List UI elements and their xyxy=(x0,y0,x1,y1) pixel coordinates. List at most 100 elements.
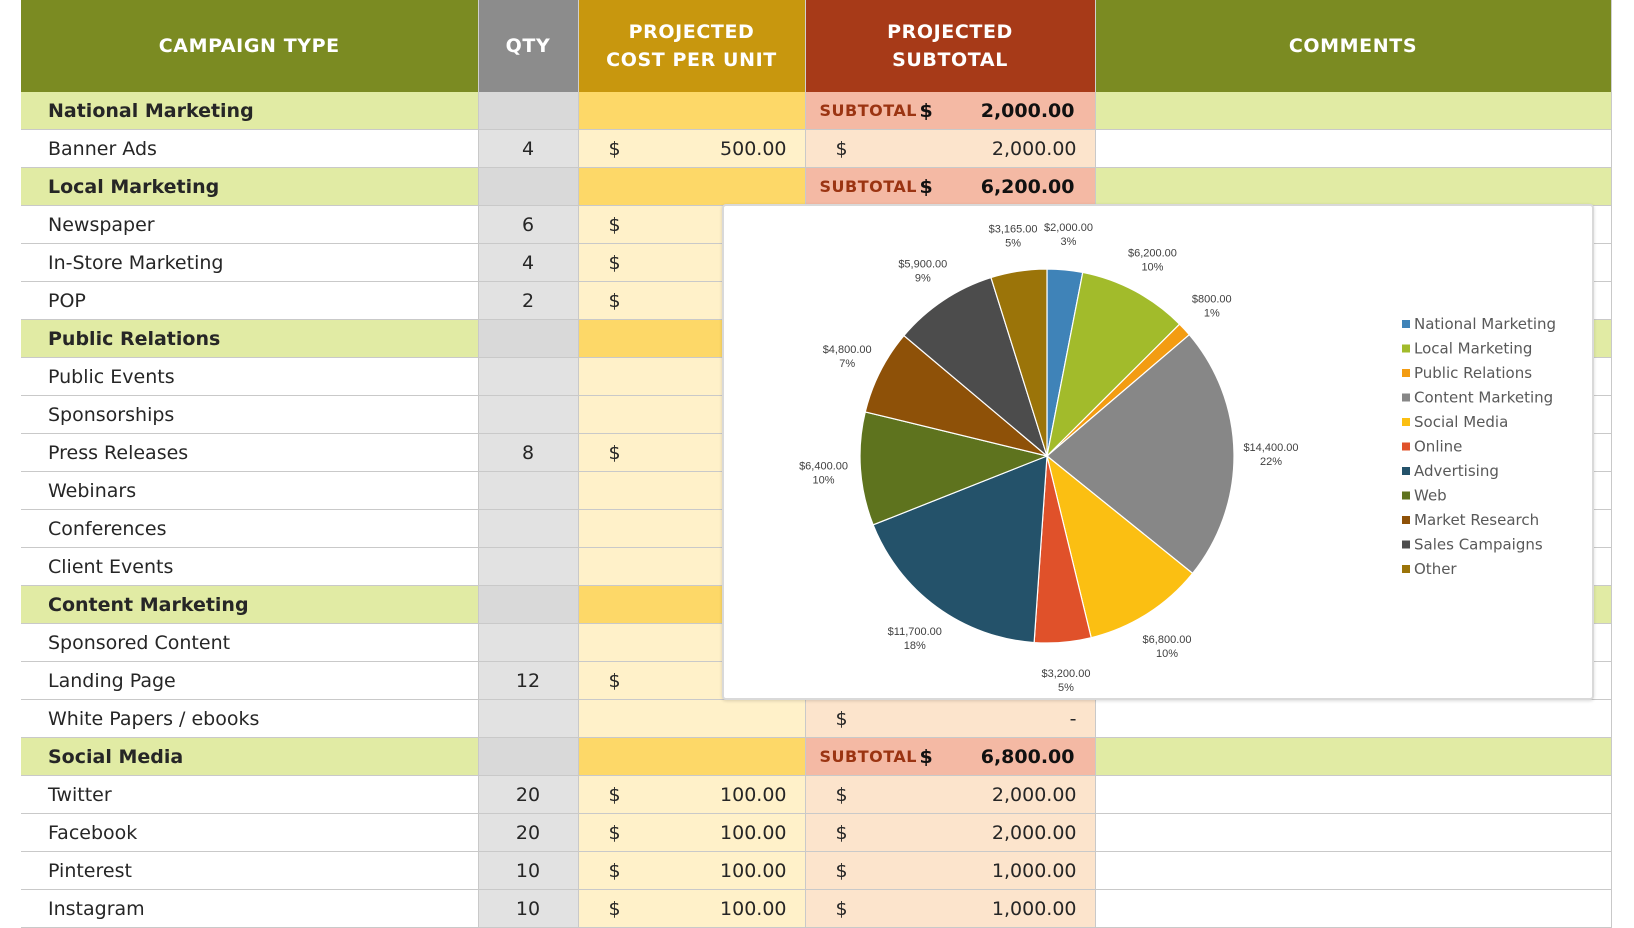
header-row: CAMPAIGN TYPE QTY PROJECTED COST PER UNIT… xyxy=(21,0,1612,92)
campaign-type-cell[interactable]: Client Events xyxy=(21,547,479,586)
comments-cell[interactable] xyxy=(1095,92,1612,130)
comments-cell[interactable] xyxy=(1095,775,1612,814)
qty-cell[interactable] xyxy=(478,357,579,396)
pie-slice[interactable] xyxy=(872,455,1048,644)
legend-entry[interactable]: Other xyxy=(1414,560,1457,578)
legend-entry[interactable]: Content Marketing xyxy=(1414,389,1553,407)
campaign-type-cell[interactable]: POP xyxy=(21,281,479,320)
qty-cell[interactable]: 10 xyxy=(478,851,579,890)
legend-entry[interactable]: National Marketing xyxy=(1414,315,1556,333)
qty-header[interactable]: QTY xyxy=(478,0,579,92)
comments-cell[interactable] xyxy=(1095,889,1612,928)
qty-cell[interactable]: 4 xyxy=(478,129,579,168)
projected-subtotal-header[interactable]: PROJECTED SUBTOTAL xyxy=(805,0,1096,92)
legend-entry[interactable]: Local Marketing xyxy=(1414,340,1532,358)
qty-cell[interactable] xyxy=(478,699,579,738)
campaign-type-cell[interactable]: Newspaper xyxy=(21,205,479,244)
campaign-type-cell[interactable]: Public Events xyxy=(21,357,479,396)
legend-entry[interactable]: Online xyxy=(1414,438,1462,456)
campaign-type-cell[interactable]: White Papers / ebooks xyxy=(21,699,479,738)
qty-cell[interactable] xyxy=(478,585,579,624)
legend-entry[interactable]: Advertising xyxy=(1414,462,1499,480)
legend-entry[interactable]: Web xyxy=(1414,487,1447,505)
campaign-type-cell[interactable]: Instagram xyxy=(21,889,479,928)
campaign-type-cell[interactable]: Social Media xyxy=(21,737,479,776)
campaign-type-cell[interactable]: Landing Page xyxy=(21,661,479,700)
cost-per-unit-cell[interactable] xyxy=(578,699,806,738)
subtotal-cell[interactable]: SUBTOTAL $6,800.00 xyxy=(805,737,1096,776)
comments-cell[interactable] xyxy=(1095,851,1612,890)
comments-cell[interactable] xyxy=(1095,813,1612,852)
cost-per-unit-cell[interactable]: $500.00 xyxy=(578,129,806,168)
subtotal-cell[interactable]: $ - xyxy=(805,699,1096,738)
cost-per-unit-cell[interactable]: $100.00 xyxy=(578,775,806,814)
campaign-type-cell[interactable]: In-Store Marketing xyxy=(21,243,479,282)
qty-cell[interactable]: 12 xyxy=(478,661,579,700)
campaign-type-cell[interactable]: Facebook xyxy=(21,813,479,852)
comments-cell[interactable] xyxy=(1095,699,1612,738)
qty-cell[interactable]: 6 xyxy=(478,205,579,244)
qty-cell[interactable] xyxy=(478,319,579,358)
campaign-type-cell[interactable]: Content Marketing xyxy=(21,585,479,624)
qty-cell[interactable] xyxy=(478,471,579,510)
qty-cell[interactable] xyxy=(478,737,579,776)
cost-per-unit-cell[interactable] xyxy=(578,92,806,130)
cost-per-unit-cell[interactable]: $100.00 xyxy=(578,851,806,890)
pie-slice[interactable] xyxy=(1045,454,1194,639)
comments-cell[interactable] xyxy=(1095,737,1612,776)
qty-cell[interactable]: 4 xyxy=(478,243,579,282)
legend-entry[interactable]: Public Relations xyxy=(1414,364,1532,382)
pie-slice[interactable] xyxy=(1046,271,1181,458)
campaign-type-cell[interactable]: Banner Ads xyxy=(21,129,479,168)
comments-header[interactable]: COMMENTS xyxy=(1095,0,1612,92)
qty-cell[interactable]: 8 xyxy=(478,433,579,472)
currency-symbol: $ xyxy=(835,821,848,844)
cost-per-unit-cell[interactable]: $100.00 xyxy=(578,813,806,852)
cost-per-unit-cell[interactable] xyxy=(578,737,806,776)
pie-slice[interactable] xyxy=(859,411,1049,526)
slice-percent-label: 10% xyxy=(813,475,835,487)
legend-entry[interactable]: Social Media xyxy=(1414,413,1508,431)
campaign-type-cell[interactable]: Twitter xyxy=(21,775,479,814)
cost-per-unit-cell[interactable] xyxy=(578,167,806,206)
legend-entry[interactable]: Sales Campaigns xyxy=(1414,536,1543,554)
campaign-type-cell[interactable]: Local Marketing xyxy=(21,167,479,206)
subtotal-cell[interactable]: $2,000.00 xyxy=(805,129,1096,168)
legend-entry[interactable]: Market Research xyxy=(1414,511,1539,529)
qty-cell[interactable] xyxy=(478,547,579,586)
subtotal-cell[interactable]: SUBTOTAL $2,000.00 xyxy=(805,92,1096,130)
qty-cell[interactable] xyxy=(478,92,579,130)
campaign-type-cell[interactable]: Press Releases xyxy=(21,433,479,472)
qty-cell[interactable]: 20 xyxy=(478,775,579,814)
campaign-type-header[interactable]: CAMPAIGN TYPE xyxy=(21,0,479,92)
projected-cost-header[interactable]: PROJECTED COST PER UNIT xyxy=(578,0,806,92)
pie-slice[interactable] xyxy=(903,276,1049,458)
campaign-type-cell[interactable]: National Marketing xyxy=(21,92,479,130)
qty-cell[interactable]: 2 xyxy=(478,281,579,320)
campaign-type-cell[interactable]: Sponsorships xyxy=(21,395,479,434)
comments-cell[interactable] xyxy=(1095,167,1612,206)
qty-cell[interactable] xyxy=(478,623,579,662)
campaign-type-cell[interactable]: Pinterest xyxy=(21,851,479,890)
cost-per-unit-cell[interactable]: $100.00 xyxy=(578,889,806,928)
slice-value-label: $2,000.00 xyxy=(1044,222,1093,234)
subtotal-cell[interactable]: $1,000.00 xyxy=(805,851,1096,890)
comments-cell[interactable] xyxy=(1095,129,1612,168)
subtotal-cell[interactable]: $1,000.00 xyxy=(805,889,1096,928)
campaign-type-cell[interactable]: Conferences xyxy=(21,509,479,548)
qty-cell[interactable]: 20 xyxy=(478,813,579,852)
pie-slice[interactable] xyxy=(1046,333,1235,575)
qty-cell[interactable] xyxy=(478,395,579,434)
qty-cell[interactable]: 10 xyxy=(478,889,579,928)
campaign-type-cell[interactable]: Sponsored Content xyxy=(21,623,479,662)
subtotal-cell[interactable]: $2,000.00 xyxy=(805,775,1096,814)
campaign-type-cell[interactable]: Public Relations xyxy=(21,319,479,358)
pie-slice[interactable] xyxy=(990,268,1048,457)
qty-cell[interactable] xyxy=(478,167,579,206)
slice-percent-label: 7% xyxy=(839,358,855,370)
budget-pie-chart[interactable]: $2,000.00 3% National Marketing $6,200.00 10… xyxy=(722,204,1594,700)
subtotal-cell[interactable]: $2,000.00 xyxy=(805,813,1096,852)
campaign-type-cell[interactable]: Webinars xyxy=(21,471,479,510)
qty-cell[interactable] xyxy=(478,509,579,548)
subtotal-cell[interactable]: SUBTOTAL $6,200.00 xyxy=(805,167,1096,206)
